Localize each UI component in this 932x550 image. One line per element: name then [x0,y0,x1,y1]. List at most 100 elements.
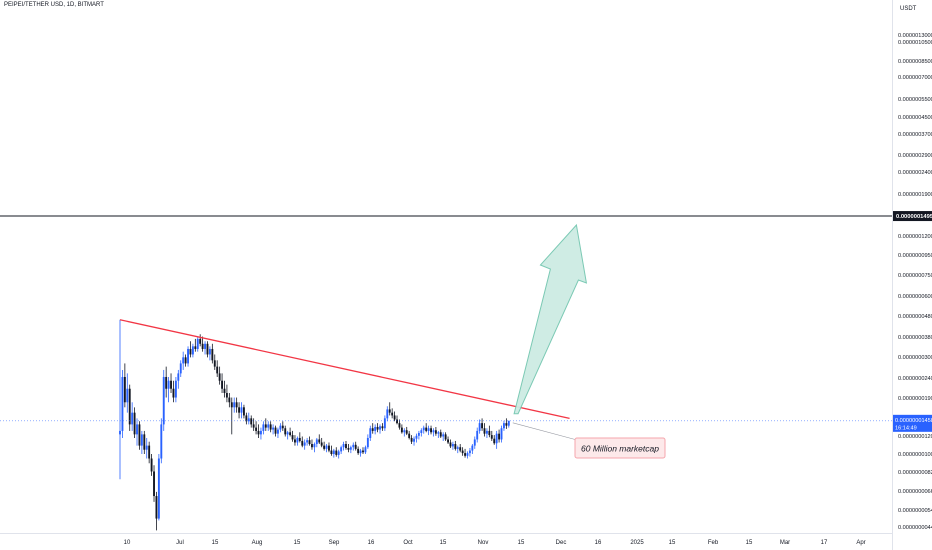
time-tick-label: 15 [212,540,219,546]
price-tick-label: 0.0000001900 [898,192,932,198]
price-tick-label: 0.0000000100 [898,452,932,458]
candle-body [153,471,155,497]
candle-body [488,430,491,436]
candle-body [478,423,481,431]
time-tick-label: 10 [124,540,131,546]
candle-body [223,388,226,394]
candle-body [371,428,374,431]
price-tick-label: 0.0000007000 [898,75,932,81]
price-tick-label: 0.0000002400 [898,170,932,176]
candle-body [119,430,121,435]
candle-body [507,420,510,426]
price-tick-label: 0.0000000066 [898,489,932,495]
candle-body [485,430,488,434]
candle-body [325,445,328,449]
price-tick-label: 0.0000000240 [898,376,932,382]
candle-body [267,424,270,428]
candle-body [206,343,209,355]
price-tick-label: 0.0000004500 [898,115,932,121]
candle-body [381,426,384,429]
candle-body [349,447,352,450]
candle-body [391,412,394,416]
candle-body [296,437,299,443]
time-tick-label: Nov [478,540,489,546]
candle-body [191,346,194,355]
price-tick-label: 0.0000000054 [898,508,932,514]
candle-body [189,348,192,355]
price-tick-label: 0.0000001200 [898,234,932,240]
candle-body [279,425,282,430]
candle-body [464,453,467,456]
price-tick-label: 0.0000002900 [898,153,932,159]
candle-body [337,451,340,455]
candle-body [138,424,141,446]
candle-body [483,428,486,434]
candle-body [126,388,129,403]
candle-body [306,440,309,443]
candle-body [311,444,313,448]
candle-body [493,438,496,444]
candle-body [233,402,236,408]
candle-body [444,434,447,440]
candle-body [208,348,211,355]
candle-body [432,430,435,433]
candle-body [500,428,503,440]
candle-body [216,366,219,374]
candle-body [269,424,272,430]
candle-body [449,442,452,447]
candle-body [218,373,221,381]
candle-body [354,444,357,449]
time-tick-label: 15 [294,540,301,546]
candle-body [410,437,413,442]
candle-body [201,343,204,349]
candle-body [245,415,248,422]
price-tick-label: 0.0000008500 [898,59,932,65]
candle-body [454,444,457,449]
candle-body [308,440,311,445]
candle-body [264,424,267,428]
price-tick-label: 0.0000000120 [898,434,932,440]
candle-body [352,444,355,448]
price-tick-label: 0.0000000600 [898,294,932,300]
time-tick-label: 2025 [630,540,644,546]
candle-body [165,376,168,389]
candle-body [413,438,415,442]
candle-body [434,430,437,434]
price-tick-label: 0.0000000380 [898,335,932,341]
candle-body [345,444,347,449]
chart-title: PEIPEI/TETHER USD, 1D, BITMART [4,2,104,8]
candle-body [274,427,277,434]
candle-body [323,445,326,449]
candle-body [340,447,343,452]
candle-body [128,388,131,425]
candle-body [396,419,398,424]
descending-trendline [119,319,570,419]
candle-body [430,428,432,433]
candle-body [194,346,197,349]
current-price-label: 0.00000001458 [895,418,932,424]
candle-body [131,412,134,425]
time-tick-label: Aug [252,540,263,546]
candle-body [315,439,318,445]
price-tick-label: 0.0000010500 [898,40,932,46]
candle-body [417,432,420,436]
candle-body [235,402,238,408]
price-tick-label: 0.0000000950 [898,253,932,259]
candle-body [250,418,253,425]
candle-body [123,376,126,403]
candle-body [272,427,275,430]
candle-body [447,439,449,443]
price-tick-label: 0.0000000082 [898,470,932,476]
current-price-badge [893,414,932,432]
candle-body [172,388,175,398]
candle-body [405,430,408,434]
time-tick-label: Dec [556,540,567,546]
candle-body [259,430,262,435]
candle-body [155,496,158,519]
candle-body [364,447,367,453]
candle-body [228,397,231,403]
candle-body [415,435,418,439]
candle-body [393,415,396,420]
